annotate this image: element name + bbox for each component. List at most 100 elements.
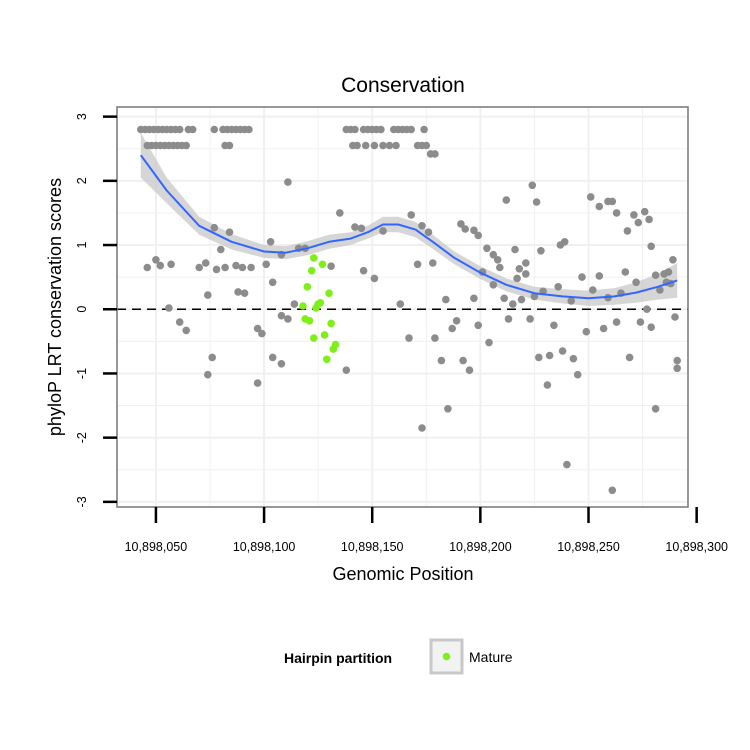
data-point xyxy=(634,218,643,227)
data-point xyxy=(647,323,655,332)
data-point xyxy=(385,141,394,150)
data-point xyxy=(431,150,439,158)
data-point xyxy=(496,263,504,272)
data-point xyxy=(210,125,219,134)
mature-point xyxy=(299,302,307,310)
y-tick-label: -3 xyxy=(75,496,89,507)
data-point xyxy=(656,286,664,294)
data-point xyxy=(444,405,452,413)
data-point xyxy=(431,334,439,342)
data-point xyxy=(573,370,582,379)
data-point xyxy=(578,273,586,281)
y-tick-label: -1 xyxy=(75,368,89,379)
data-point xyxy=(210,223,219,232)
data-point xyxy=(188,125,197,134)
y-tick-label: 0 xyxy=(75,306,89,313)
data-point xyxy=(558,347,567,355)
mature-point xyxy=(320,331,329,339)
data-point xyxy=(225,141,234,150)
x-tick-label: 10,898,050 xyxy=(125,540,188,554)
data-point xyxy=(595,202,604,211)
mature-point xyxy=(316,299,325,307)
data-point xyxy=(225,228,234,236)
data-point xyxy=(545,351,554,360)
smooth-trend xyxy=(139,154,678,300)
data-point xyxy=(586,193,595,201)
data-point xyxy=(240,289,249,298)
data-point xyxy=(532,198,541,206)
data-point xyxy=(485,338,493,347)
data-point xyxy=(429,259,437,267)
x-tick-label: 10,898,200 xyxy=(449,540,512,554)
data-point xyxy=(651,271,660,280)
data-point xyxy=(461,225,470,233)
data-point xyxy=(632,278,640,287)
data-point xyxy=(165,304,173,312)
data-point xyxy=(554,283,562,291)
data-point xyxy=(424,228,433,236)
x-axis: 10,898,050 10,898,100 10,898,150 10,898,200… xyxy=(125,507,728,554)
data-point xyxy=(673,356,681,365)
data-point xyxy=(612,318,621,326)
data-point xyxy=(442,295,450,304)
data-point xyxy=(550,321,558,330)
data-point xyxy=(359,266,368,275)
data-point xyxy=(636,318,645,326)
data-point xyxy=(470,226,478,235)
data-point xyxy=(640,207,649,216)
data-point xyxy=(370,141,379,150)
data-point xyxy=(489,250,498,259)
data-point xyxy=(377,125,385,134)
data-point xyxy=(623,227,632,235)
data-point xyxy=(357,224,366,233)
data-point xyxy=(418,222,426,230)
legend: Hairpin partition Mature xyxy=(284,638,513,675)
data-point xyxy=(182,141,190,150)
grid-lines xyxy=(117,107,688,507)
data-point xyxy=(420,125,428,134)
data-point xyxy=(500,294,509,303)
data-point xyxy=(361,141,370,150)
loess-trend-line xyxy=(139,154,678,300)
data-point xyxy=(651,405,660,413)
data-point xyxy=(156,261,165,270)
mature-point xyxy=(325,289,333,298)
data-point xyxy=(277,360,286,368)
data-point xyxy=(143,263,152,272)
data-point xyxy=(560,238,569,246)
y-tick-label: 2 xyxy=(75,177,89,184)
data-point xyxy=(212,265,221,274)
data-point xyxy=(284,315,292,323)
plot-panel xyxy=(116,106,689,508)
mature-point xyxy=(318,260,327,269)
data-point xyxy=(195,263,203,272)
data-point xyxy=(511,245,519,254)
data-point xyxy=(379,141,387,150)
data-point xyxy=(422,141,431,150)
data-point xyxy=(474,231,483,240)
x-axis-title: Genomic Position xyxy=(332,564,473,584)
data-points xyxy=(137,125,681,495)
data-point xyxy=(526,315,534,323)
mature-point xyxy=(327,319,335,328)
mature-point xyxy=(305,317,314,325)
data-point xyxy=(253,379,262,387)
x-tick-label: 10,898,150 xyxy=(341,540,404,554)
data-point xyxy=(353,141,361,150)
data-point xyxy=(522,270,530,278)
data-point xyxy=(407,125,416,134)
data-point xyxy=(268,353,277,362)
confidence-band xyxy=(140,132,678,306)
data-point xyxy=(152,255,160,264)
data-point xyxy=(673,364,681,373)
data-point xyxy=(351,125,359,134)
data-point xyxy=(625,353,634,362)
y-axis-title: phyloP LRT conservation scores xyxy=(45,178,65,436)
data-point xyxy=(493,255,502,264)
data-point xyxy=(621,268,630,276)
data-point xyxy=(204,370,212,379)
data-point xyxy=(437,356,446,365)
data-point xyxy=(217,245,225,254)
data-point xyxy=(470,294,478,303)
